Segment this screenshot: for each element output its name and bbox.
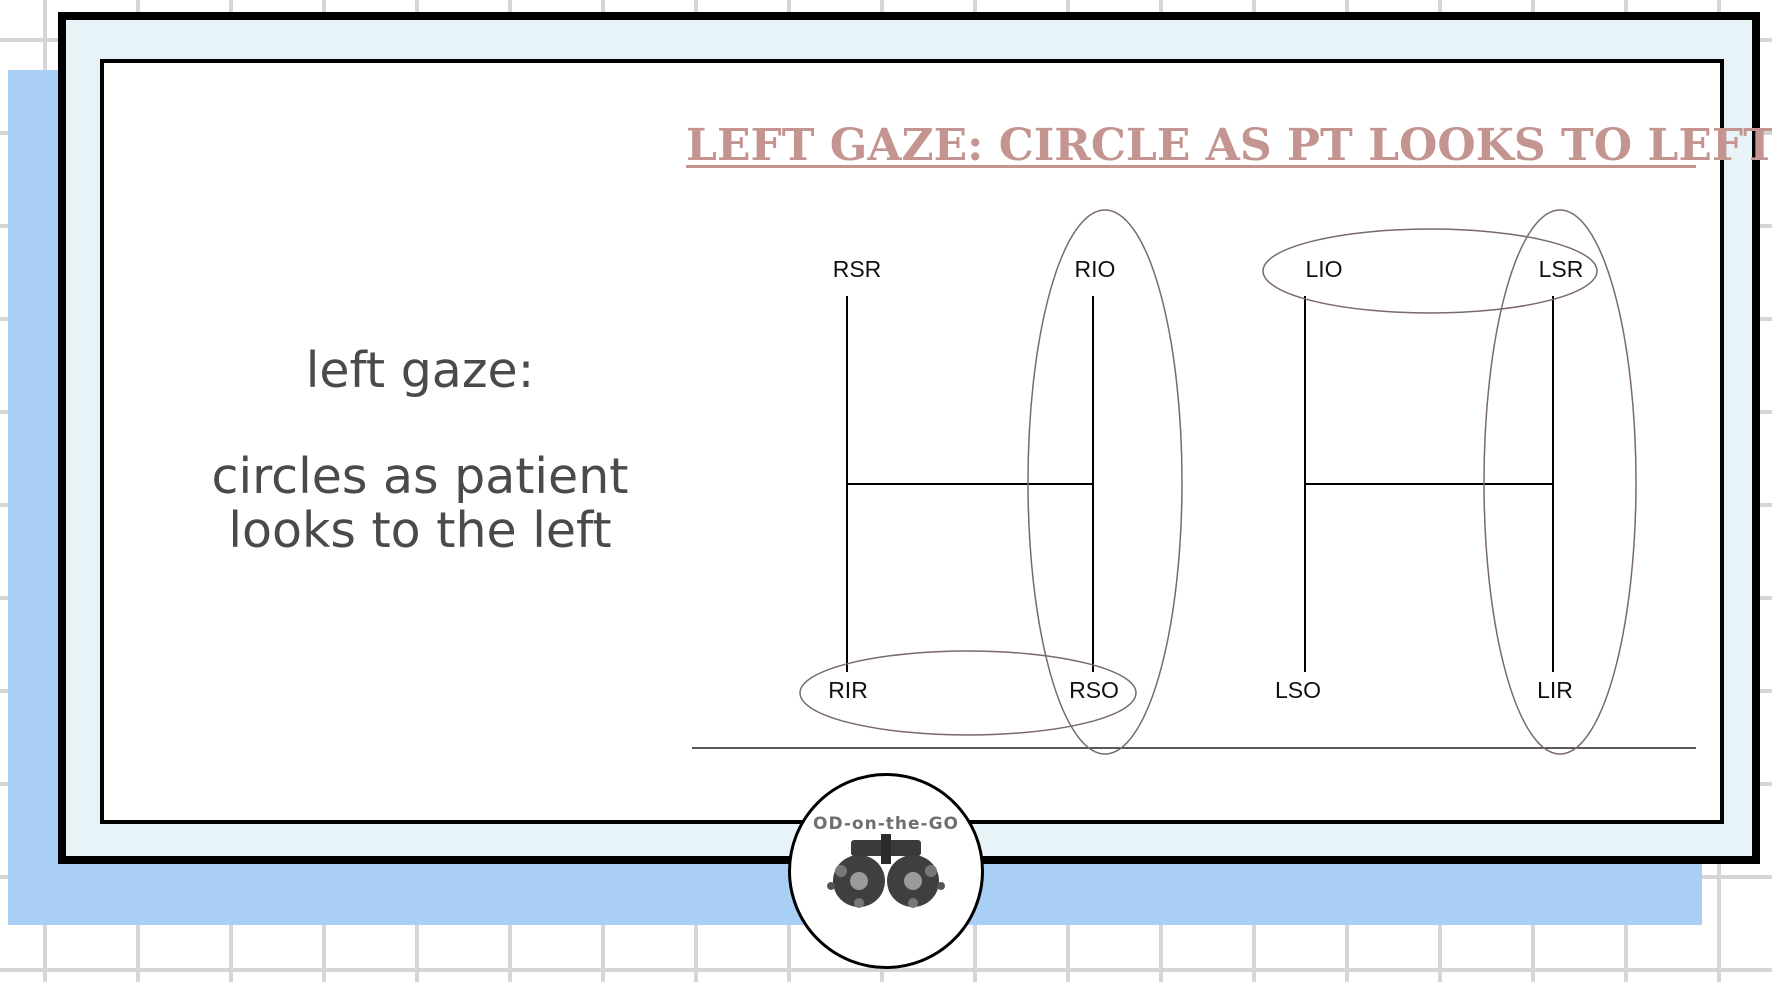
right-eye-h: [846, 296, 1094, 672]
label-lio: LIO: [1305, 256, 1342, 282]
lsr-lir-circle: [1483, 209, 1637, 755]
od-on-the-go-logo: OD-on-the-GO: [788, 773, 984, 969]
rio-rso-circle: [1027, 209, 1183, 755]
left-gaze-heading: left gaze:: [305, 342, 535, 399]
label-lir: LIR: [1537, 677, 1573, 703]
label-rio: RIO: [1075, 256, 1116, 282]
label-rsr: RSR: [833, 256, 882, 282]
phoropter-icon: [827, 834, 945, 908]
logo-text: OD-on-the-GO: [813, 814, 959, 834]
left-gaze-description-line1: circles as patient: [211, 448, 629, 505]
title-underline: [686, 165, 1696, 168]
slide-title: LEFT GAZE: CIRCLE AS PT LOOKS TO LEFT: [686, 120, 1772, 171]
lio-lsr-circle: [1262, 228, 1598, 314]
left-gaze-description-line2: looks to the left: [228, 502, 612, 559]
label-lsr: LSR: [1539, 256, 1584, 282]
rir-rso-circle: [799, 650, 1137, 736]
label-rso: RSO: [1069, 677, 1119, 703]
left-eye-h: [1304, 296, 1554, 672]
label-lso: LSO: [1275, 677, 1321, 703]
label-rir: RIR: [828, 677, 868, 703]
